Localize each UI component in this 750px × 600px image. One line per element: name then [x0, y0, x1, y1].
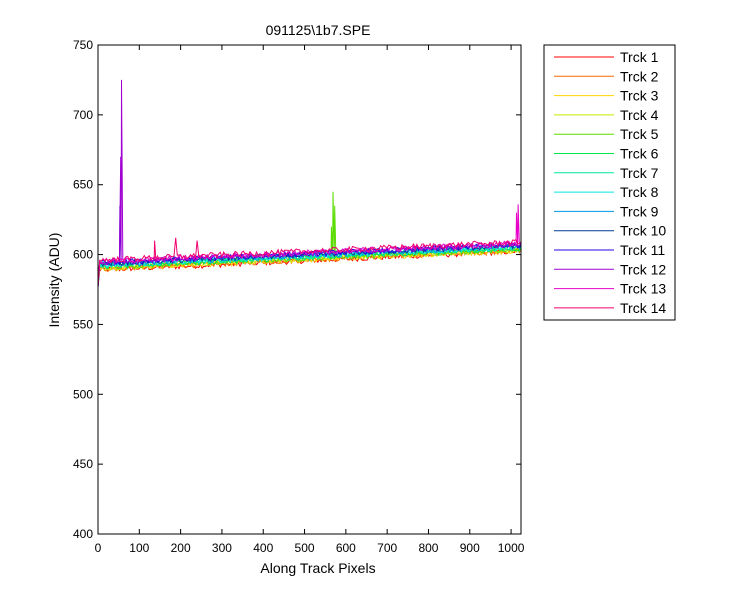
y-tick-label: 400	[73, 527, 93, 541]
x-tick-label: 600	[336, 541, 356, 555]
y-tick-label: 450	[73, 457, 93, 471]
plot-lines	[97, 79, 522, 287]
legend: Trck 1 Trck 2 Trck 3 Trck 4 Trck 5 Trck 6 Trck…	[543, 44, 676, 321]
chart-title: 091125\1b7.SPE	[266, 22, 371, 38]
x-tick-label: 1000	[498, 541, 525, 555]
series-line-5	[97, 191, 522, 287]
x-tick-label: 400	[253, 541, 273, 555]
x-tick-label: 500	[295, 541, 315, 555]
legend-label-13: Trck 13	[620, 281, 666, 297]
x-tick-label: 800	[418, 541, 438, 555]
y-axis-label: Intensity (ADU)	[46, 233, 62, 328]
legend-label-10: Trck 10	[620, 223, 666, 239]
x-axis: 0 100 200 300 400 500 600 700 800 900 1000	[95, 45, 525, 555]
y-tick-label: 600	[73, 248, 93, 262]
legend-label-11: Trck 11	[620, 242, 665, 258]
y-tick-label: 550	[73, 317, 93, 331]
x-tick-label: 0	[95, 541, 102, 555]
series-line-14	[97, 237, 522, 287]
legend-label-14: Trck 14	[620, 300, 666, 316]
legend-label-8: Trck 8	[620, 184, 659, 200]
y-tick-label: 500	[73, 387, 93, 401]
y-tick-label: 650	[73, 178, 93, 192]
legend-label-7: Trck 7	[620, 165, 659, 181]
x-tick-label: 200	[171, 541, 191, 555]
legend-label-5: Trck 5	[620, 126, 659, 142]
y-tick-label: 700	[73, 108, 93, 122]
legend-label-1: Trck 1	[620, 49, 659, 65]
legend-label-2: Trck 2	[620, 68, 659, 84]
legend-label-3: Trck 3	[620, 88, 659, 104]
y-tick-label: 750	[73, 38, 93, 52]
series-line-12	[97, 79, 522, 287]
legend-label-9: Trck 9	[620, 203, 659, 219]
legend-box	[543, 44, 676, 321]
y-axis: 400 450 500 550 600 650 700 750	[73, 38, 521, 541]
x-tick-label: 700	[377, 541, 397, 555]
plot-area-frame	[97, 44, 522, 535]
legend-label-4: Trck 4	[620, 107, 659, 123]
x-tick-label: 100	[129, 541, 149, 555]
legend-label-6: Trck 6	[620, 146, 659, 162]
x-tick-label: 900	[460, 541, 480, 555]
x-axis-label: Along Track Pixels	[260, 560, 375, 576]
legend-label-12: Trck 12	[620, 261, 666, 277]
x-tick-label: 300	[212, 541, 232, 555]
